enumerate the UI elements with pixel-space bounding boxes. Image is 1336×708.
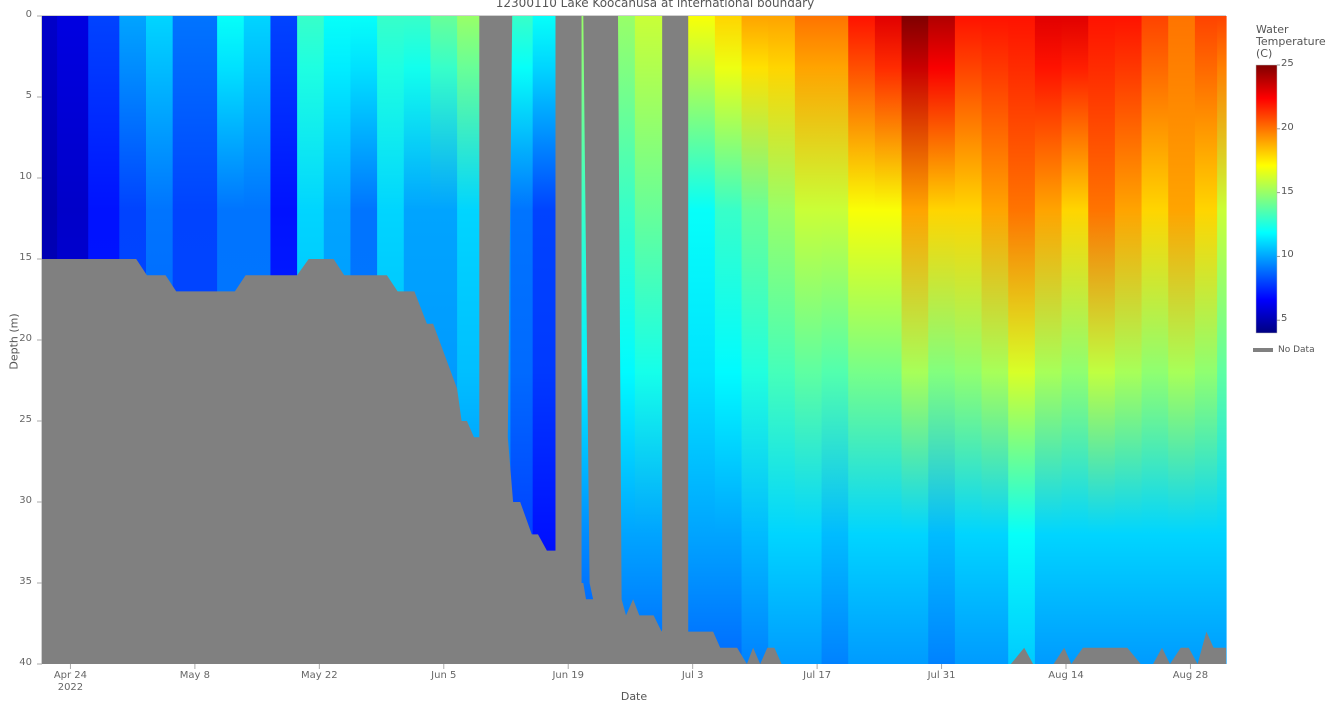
x-tick-label: May 22 <box>301 670 338 681</box>
heatmap-column <box>634 16 663 664</box>
colorbar-tick-label: 20 <box>1281 121 1294 133</box>
x-tick-label: Jul 17 <box>803 670 832 681</box>
colorbar-title: Water Temperature (C) <box>1256 23 1326 60</box>
x-axis-label: Date <box>620 690 648 703</box>
heatmap-column <box>954 16 983 664</box>
y-tick-label: 15 <box>19 252 32 263</box>
heatmap-column <box>794 16 823 664</box>
legend-item-no-data[interactable]: No Data <box>1253 345 1315 355</box>
colorbar-tick-label: 10 <box>1281 249 1294 261</box>
heatmap-column <box>1088 16 1116 664</box>
heatmap-column <box>768 16 796 664</box>
x-tick-label: Jul 3 <box>681 670 704 681</box>
heatmap-column <box>1217 16 1227 664</box>
colorbar-tick-label: 25 <box>1281 58 1294 69</box>
heatmap-column <box>981 16 1009 664</box>
axes <box>37 15 1226 669</box>
heatmap-column <box>848 16 876 664</box>
heatmap-column <box>1061 16 1089 664</box>
heatmap-column <box>928 16 956 664</box>
x-tick-label: Jun 5 <box>431 670 457 681</box>
y-tick-label: 20 <box>19 333 32 344</box>
x-tick-label: May 8 <box>179 670 210 681</box>
heatmap-column <box>821 16 849 664</box>
no-data-mask <box>42 16 1226 664</box>
x-tick-label: Aug 14 <box>1048 670 1084 681</box>
no-data-swatch-icon <box>1253 348 1273 352</box>
heatmap-column <box>714 16 743 664</box>
y-tick-label: 0 <box>25 9 32 20</box>
colorbar-tick-label: 15 <box>1281 185 1294 197</box>
heatmap-column <box>1114 16 1143 664</box>
heatmap-column <box>1194 16 1218 664</box>
chart-title: 12300110 Lake Koocanusa at international… <box>495 0 815 10</box>
y-tick-label: 10 <box>19 171 32 182</box>
x-tick-label: Aug 28 <box>1172 670 1209 681</box>
colorbar-gradient <box>1255 64 1278 334</box>
x-tick-label: Jul 31 <box>927 670 956 681</box>
legend-label: No Data <box>1278 345 1315 355</box>
y-tick-label: 30 <box>19 495 32 506</box>
x-tick-label: Apr 24 2022 <box>53 670 88 693</box>
heatmap-column <box>532 16 556 664</box>
heatmap-column <box>1034 16 1063 664</box>
y-tick-label: 25 <box>19 414 32 425</box>
heatmap-column <box>874 16 903 664</box>
colorbar <box>1255 64 1280 334</box>
x-tick-label: Jun 19 <box>552 670 584 681</box>
heatmap-column <box>901 16 929 664</box>
colorbar-tick-label: 5 <box>1281 313 1288 325</box>
heatmap-column <box>741 16 769 664</box>
no-data-region <box>42 16 1226 664</box>
heatmap-column <box>1008 16 1036 664</box>
y-tick-label: 40 <box>19 657 32 668</box>
y-tick-label: 35 <box>19 576 32 587</box>
y-tick-label: 5 <box>25 90 32 101</box>
heatmap-column <box>688 16 716 664</box>
heatmap-column <box>1168 16 1196 664</box>
heatmap-column <box>1141 16 1169 664</box>
